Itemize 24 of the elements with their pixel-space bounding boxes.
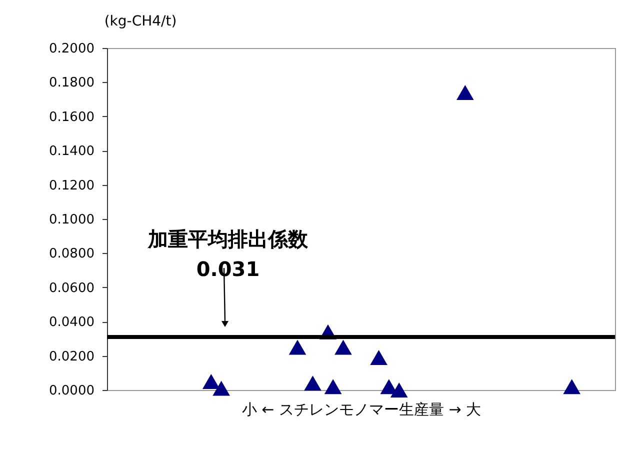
point <box>563 379 580 394</box>
ref-line-label: 加重平均排出係数 0.031 <box>147 227 309 281</box>
y-tick-label: 0.1800 <box>49 76 94 91</box>
y-tick-label: 0.1600 <box>49 110 94 125</box>
point <box>304 376 322 391</box>
y-axis-title: (kg-CH4/t) <box>104 14 177 30</box>
y-tick-label: 0.0000 <box>49 384 94 398</box>
y-tick-label: 0.0600 <box>49 280 94 296</box>
point <box>288 340 306 355</box>
x-axis-title: 小 ← スチレンモノマー生産量 → 大 <box>242 400 482 418</box>
point <box>212 380 230 396</box>
point <box>390 382 408 398</box>
y-tick-label: 0.0800 <box>49 246 94 262</box>
point <box>334 340 352 355</box>
y-tick-label: 0.1400 <box>49 144 94 160</box>
y-tick-label: 0.1000 <box>49 212 94 228</box>
y-tick-label: 0.2000 <box>49 42 94 56</box>
point <box>370 350 388 366</box>
y-tick-label: 0.0200 <box>49 349 94 364</box>
point <box>324 379 342 394</box>
point <box>202 374 220 389</box>
y-tick-label: 0.1200 <box>49 178 94 194</box>
point <box>456 84 474 100</box>
y-tick-label: 0.0400 <box>49 315 94 330</box>
